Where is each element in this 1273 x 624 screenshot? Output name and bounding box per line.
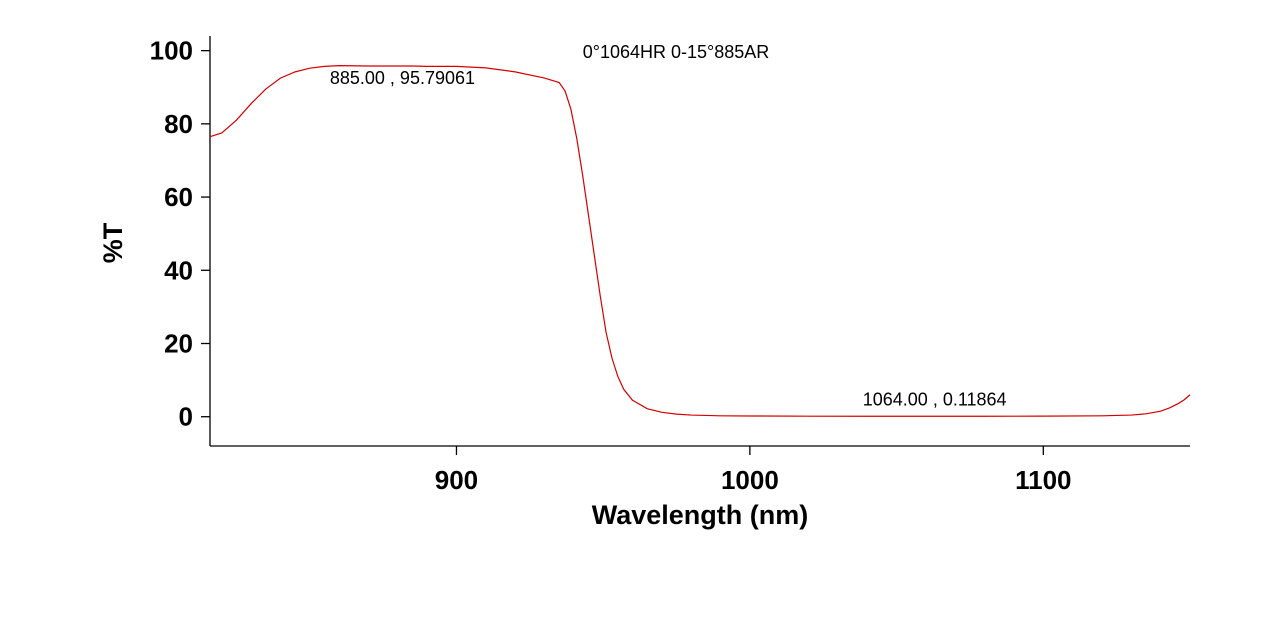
point-annotation: 885.00 , 95.79061	[330, 68, 475, 88]
y-axis-ticks: 0 20 40 60 80 100	[150, 36, 210, 432]
y-tick-label: 80	[164, 109, 193, 139]
y-axis-title: %T	[98, 222, 128, 263]
x-axis-ticks: 900 1000 1100	[435, 446, 1071, 495]
point-annotation: 1064.00 , 0.11864	[863, 389, 1007, 409]
transmission-curve	[209, 65, 1191, 417]
y-tick-label: 20	[164, 329, 193, 359]
annotations: 885.00 , 95.79061 1064.00 , 0.11864	[330, 68, 1007, 409]
x-tick-label: 1000	[721, 465, 779, 495]
series-layer	[209, 65, 1191, 417]
x-tick-label: 900	[435, 465, 478, 495]
chart-title: 0°1064HR 0-15°885AR	[583, 42, 770, 62]
axes	[209, 36, 1190, 447]
x-axis-title: Wavelength (nm)	[592, 500, 809, 530]
x-tick-label: 1100	[1015, 465, 1071, 495]
y-tick-label: 60	[164, 182, 193, 212]
y-tick-label: 100	[150, 36, 193, 66]
y-tick-label: 0	[179, 402, 193, 432]
y-tick-label: 40	[164, 255, 193, 285]
